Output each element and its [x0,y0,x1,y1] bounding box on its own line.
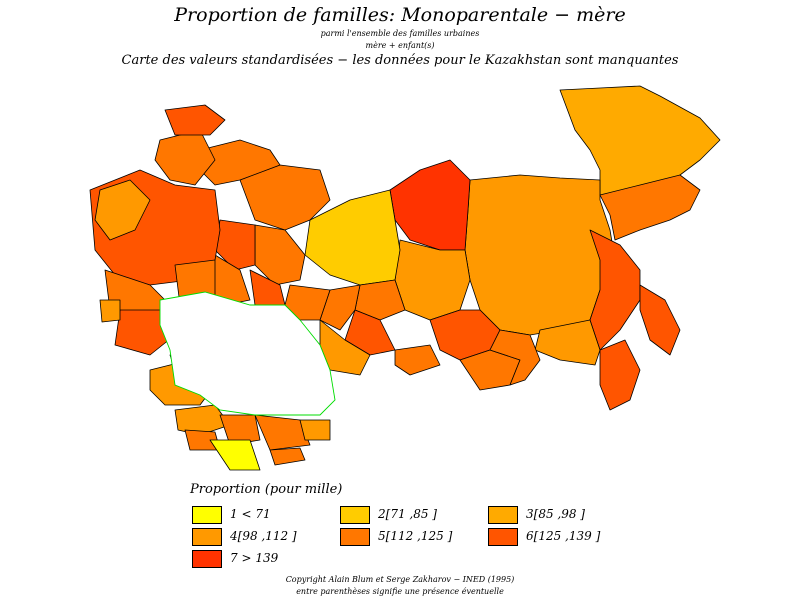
legend-swatch-6 [488,528,518,546]
region-kemerovo [344,309,396,356]
region-turkmenistan [209,439,261,471]
legend-label-1: 1 < 71 [230,507,271,521]
legend-label-4: 4[98 ,112 ] [230,529,297,543]
region-kazakhstan-missing [159,291,336,416]
legend-swatch-2 [340,506,370,524]
legend-label-3: 3[85 ,98 ] [526,507,585,521]
region-moldova [99,299,121,323]
legend-swatch-4 [192,528,222,546]
region-kamchatka [639,284,681,356]
region-primorye [599,339,641,411]
region-komi [239,164,331,231]
region-european-west [94,179,151,241]
legend-title: Proportion (pour mille) [190,482,343,497]
region-khabarovsk [589,229,641,351]
region-tuva [394,344,441,376]
region-azerbaijan [219,414,261,446]
region-georgia [174,404,231,436]
copyright: Copyright Alain Blum et Serge Zakharov −… [285,575,515,584]
map-subtitle-population: parmi l'ensemble des familles urbaines [320,29,480,38]
map-subtitle-family-type: mère + enfant(s) [365,41,435,50]
legend-label-6: 6[125 ,139 ] [526,529,601,543]
region-murmansk [164,104,226,136]
region-karelia [154,129,216,186]
legend-swatch-5 [340,528,370,546]
region-yakutia [464,174,616,336]
region-magadan [599,174,701,241]
region-chita [489,329,541,386]
footnote: entre parenthèses signifie une présence … [296,587,504,596]
region-tyumen [304,189,401,286]
region-uzbekistan [254,414,311,451]
legend-label-2: 2[71 ,85 ] [378,507,437,521]
legend-label-7: 7 > 139 [230,551,279,565]
map-title: Proportion de familles: Monoparentale − … [174,4,626,26]
region-kyrgyzstan [299,419,331,441]
map-subtitle-note: Carte des valeurs standardisées − les do… [121,53,679,68]
legend-swatch-1 [192,506,222,524]
legend-swatch-7 [192,550,222,568]
legend-label-5: 5[112 ,125 ] [378,529,453,543]
region-tajikistan [269,447,306,466]
legend-swatch-3 [488,506,518,524]
region-krasnoyarsk [394,239,471,321]
region-omsk [284,284,331,321]
region-krasnoyarsk-north [389,159,471,251]
